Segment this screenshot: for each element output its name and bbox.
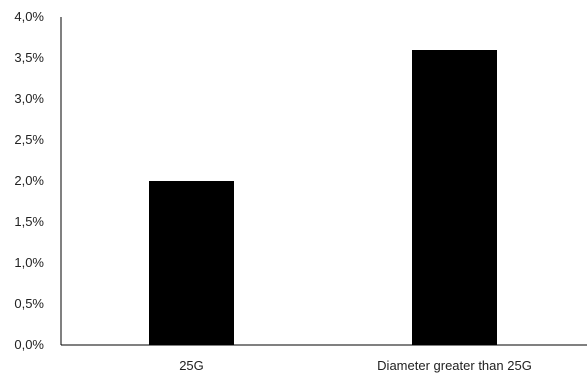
- x-axis-category-labels: 25G Diameter greater than 25G: [179, 358, 532, 373]
- y-tick-label: 2,0%: [14, 173, 44, 188]
- bars: [149, 49, 497, 346]
- y-tick-label: 1,0%: [14, 255, 44, 270]
- y-axis-ticks: 0,0% 0,5% 1,0% 1,5% 2,0% 2,5% 3,0% 3,5% 4,0%: [14, 9, 44, 352]
- y-tick-label: 0,5%: [14, 296, 44, 311]
- y-tick-label: 1,5%: [14, 214, 44, 229]
- bar: [412, 49, 497, 346]
- bar: [149, 181, 234, 345]
- y-tick-label: 3,5%: [14, 50, 44, 65]
- x-category-label: 25G: [179, 358, 204, 373]
- y-tick-label: 4,0%: [14, 9, 44, 24]
- y-tick-label: 3,0%: [14, 91, 44, 106]
- x-category-label: Diameter greater than 25G: [377, 358, 532, 373]
- y-tick-label: 0,0%: [14, 337, 44, 352]
- y-tick-label: 2,5%: [14, 132, 44, 147]
